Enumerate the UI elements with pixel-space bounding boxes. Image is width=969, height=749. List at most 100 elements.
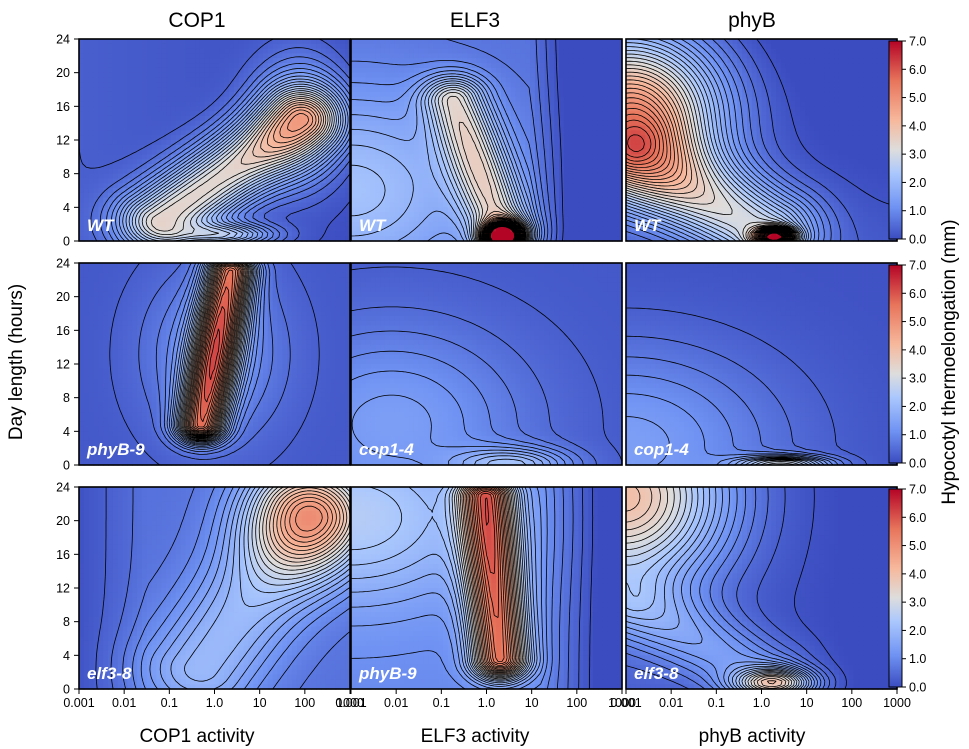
heatmap-cell xyxy=(413,164,420,170)
heatmap-cell xyxy=(447,221,454,228)
heatmap-cell xyxy=(219,140,225,146)
heatmap-cell xyxy=(626,130,632,136)
heatmap-cell xyxy=(418,178,425,184)
heatmap-cell xyxy=(248,91,254,98)
heatmap-cell xyxy=(185,43,191,50)
heatmap-cell xyxy=(534,144,541,151)
heatmap-cell xyxy=(287,115,293,122)
heatmap-cell xyxy=(588,216,594,223)
heatmap-cell xyxy=(409,168,415,175)
heatmap-cell xyxy=(457,216,463,223)
heatmap-cell xyxy=(413,82,420,88)
heatmap-cell xyxy=(190,226,196,232)
heatmap-cell xyxy=(122,140,128,146)
heatmap-cell xyxy=(83,173,90,180)
heatmap-cell xyxy=(578,115,584,122)
heatmap-cell xyxy=(612,111,618,117)
heatmap-cell xyxy=(389,216,396,223)
heatmap-cell xyxy=(291,130,298,136)
heatmap-cell xyxy=(588,202,594,208)
heatmap-cell xyxy=(199,67,206,74)
heatmap-cell xyxy=(597,173,604,180)
heatmap-cell xyxy=(161,135,167,141)
heatmap-cell xyxy=(112,140,119,146)
heatmap-cell xyxy=(404,221,410,228)
heatmap-cell xyxy=(433,154,439,160)
heatmap-cell xyxy=(442,221,449,228)
heatmap-cell xyxy=(602,101,609,107)
heatmap-cell xyxy=(452,77,459,83)
heatmap-cell xyxy=(607,72,613,79)
heatmap-cell xyxy=(380,106,386,112)
heatmap-cell xyxy=(122,58,128,64)
heatmap-cell xyxy=(296,202,303,208)
heatmap-cell xyxy=(137,87,143,93)
heatmap-cell xyxy=(316,130,322,136)
heatmap-cell xyxy=(233,192,240,199)
heatmap-cell xyxy=(607,154,613,160)
heatmap-cell xyxy=(195,231,201,237)
heatmap-cell xyxy=(108,231,114,237)
heatmap-cell xyxy=(409,188,415,194)
heatmap-cell xyxy=(351,231,357,237)
heatmap-cell xyxy=(132,168,138,175)
heatmap-cell xyxy=(277,63,283,69)
heatmap-cell xyxy=(612,72,618,79)
heatmap-cell xyxy=(370,111,376,117)
heatmap-cell xyxy=(98,202,104,208)
heatmap-cell xyxy=(325,53,332,59)
heatmap-cell xyxy=(549,168,555,175)
heatmap-cell xyxy=(399,173,405,180)
heatmap-cell xyxy=(316,236,322,242)
heatmap-cell xyxy=(583,135,589,141)
heatmap-cell xyxy=(592,202,599,208)
heatmap-cell xyxy=(335,221,341,228)
heatmap-cell xyxy=(161,63,167,69)
heatmap-cell xyxy=(592,115,599,122)
heatmap-cell xyxy=(195,125,201,131)
heatmap-cell xyxy=(457,197,463,204)
heatmap-cell xyxy=(108,130,114,136)
heatmap-cell xyxy=(267,77,274,83)
heatmap-cell xyxy=(248,231,254,237)
heatmap-cell xyxy=(233,226,240,232)
heatmap-cell xyxy=(515,130,521,136)
heatmap-cell xyxy=(291,111,298,117)
heatmap-cell xyxy=(365,216,371,223)
heatmap-cell xyxy=(355,125,362,131)
heatmap-cell xyxy=(103,207,109,213)
heatmap-cell xyxy=(253,168,259,175)
heatmap-cell xyxy=(122,212,128,218)
heatmap-cell xyxy=(204,197,211,204)
heatmap-cell xyxy=(214,168,220,175)
heatmap-cell xyxy=(340,91,346,98)
heatmap-cell xyxy=(287,87,293,93)
heatmap-cell xyxy=(301,39,308,45)
heatmap-cell xyxy=(607,202,613,208)
heatmap-cell xyxy=(180,149,187,156)
heatmap-cell xyxy=(103,63,109,69)
heatmap-cell xyxy=(98,231,104,237)
heatmap-cell xyxy=(384,111,391,117)
heatmap-cell xyxy=(316,72,322,79)
heatmap-cell xyxy=(137,63,143,69)
heatmap-cell xyxy=(375,178,381,184)
heatmap-cell xyxy=(355,221,362,228)
heatmap-cell xyxy=(301,168,308,175)
heatmap-cell xyxy=(630,149,637,156)
heatmap-cell xyxy=(243,212,249,218)
heatmap-cell xyxy=(650,111,656,117)
heatmap-cell xyxy=(301,164,308,170)
heatmap-cell xyxy=(170,202,177,208)
heatmap-cell xyxy=(209,58,216,64)
heatmap-cell xyxy=(525,72,531,79)
heatmap-cell xyxy=(438,226,444,232)
heatmap-cell xyxy=(457,115,463,122)
heatmap-cell xyxy=(592,149,599,156)
heatmap-cell xyxy=(151,178,158,184)
heatmap-cell xyxy=(311,53,317,59)
heatmap-cell xyxy=(525,154,531,160)
heatmap-cell xyxy=(132,72,138,79)
heatmap-cell xyxy=(79,43,85,50)
heatmap-cell xyxy=(568,72,575,79)
